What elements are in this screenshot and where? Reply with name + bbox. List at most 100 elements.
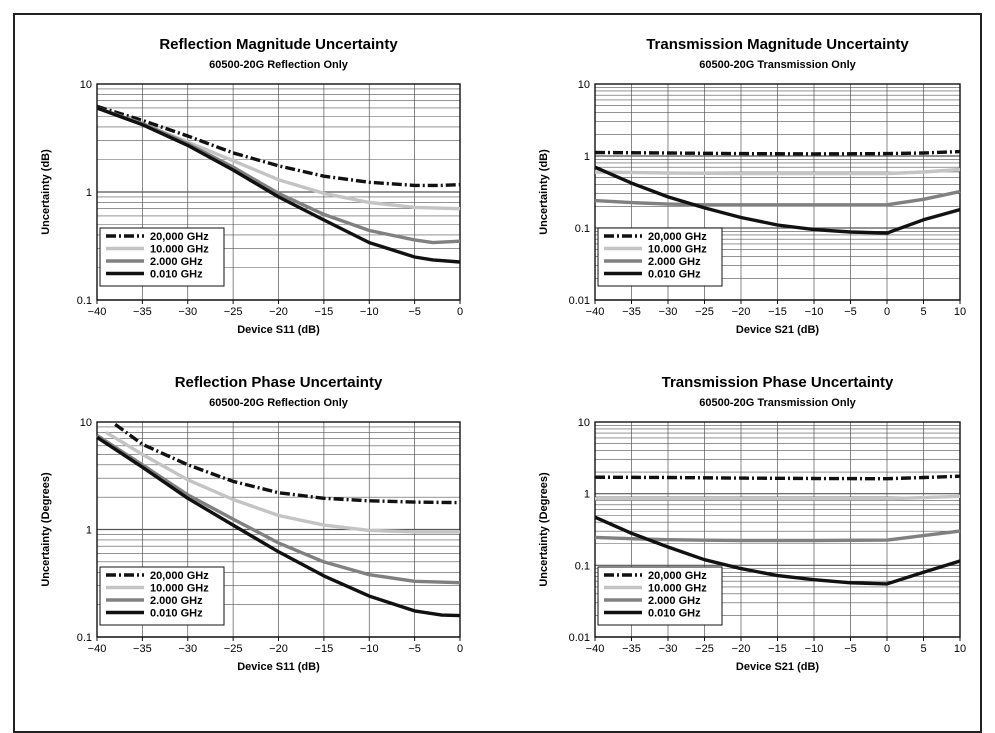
x-tick-label: −30 <box>659 306 678 318</box>
legend-label: 2.000 GHz <box>648 256 701 268</box>
x-tick-label: −35 <box>622 306 641 318</box>
x-tick-label: −5 <box>408 643 421 655</box>
x-tick-label: −10 <box>360 643 379 655</box>
x-axis-label: Device S21 (dB) <box>736 324 819 336</box>
x-tick-label: −30 <box>659 643 678 655</box>
x-tick-label: −15 <box>768 306 787 318</box>
x-tick-label: 10 <box>954 643 966 655</box>
x-tick-label: −35 <box>622 643 641 655</box>
x-tick-label: −40 <box>88 306 107 318</box>
x-tick-label: 10 <box>954 306 966 318</box>
y-axis-label: Uncertainty (dB) <box>40 149 52 235</box>
series-line-1 <box>114 423 461 505</box>
chart-subtitle: 60500-20G Transmission Only <box>699 59 856 71</box>
x-axis-label: Device S21 (dB) <box>736 661 819 673</box>
x-tick-label: −25 <box>695 306 714 318</box>
chart-1: Reflection Magnitude Uncertainty 60500-20… <box>40 36 463 336</box>
y-tick-label: 0.1 <box>575 560 590 572</box>
legend-label: 2.000 GHz <box>150 595 203 607</box>
y-tick-label: 1 <box>584 489 590 501</box>
y-tick-label: 1 <box>584 151 590 163</box>
y-tick-label: 0.1 <box>575 223 590 235</box>
x-tick-label: −20 <box>732 306 751 318</box>
series-line-2 <box>105 430 460 534</box>
x-tick-label: −15 <box>315 643 334 655</box>
x-tick-label: −40 <box>586 306 605 318</box>
y-tick-label: 0.1 <box>77 295 92 307</box>
series-line-2 <box>594 167 961 176</box>
series-line-1 <box>96 104 461 188</box>
x-tick-label: −15 <box>768 643 787 655</box>
x-tick-label: −40 <box>586 643 605 655</box>
legend-label: 10.000 GHz <box>648 583 707 595</box>
legend-label: 20,000 GHz <box>648 231 707 243</box>
legend-label: 0.010 GHz <box>150 608 203 620</box>
legend-box <box>597 227 723 287</box>
chart-subtitle: 60500-20G Transmission Only <box>699 397 856 409</box>
chart-title: Transmission Magnitude Uncertainty <box>646 36 909 53</box>
x-tick-label: 0 <box>457 306 463 318</box>
series-line-1 <box>594 474 961 481</box>
y-axis-label: Uncertainty (Degrees) <box>538 472 550 587</box>
legend-label: 10.000 GHz <box>150 583 209 595</box>
y-tick-label: 10 <box>578 417 590 429</box>
y-tick-label: 10 <box>578 79 590 91</box>
chart-canvas: Reflection Magnitude Uncertainty 60500-20… <box>40 36 966 673</box>
x-tick-label: 5 <box>920 643 926 655</box>
x-tick-label: −5 <box>844 306 857 318</box>
legend-label: 10.000 GHz <box>648 244 707 256</box>
legend-label: 20,000 GHz <box>648 570 707 582</box>
legend-label: 0.010 GHz <box>648 608 701 620</box>
legend-label: 2.000 GHz <box>648 595 701 607</box>
series-line-4 <box>594 515 961 586</box>
legend-label: 20,000 GHz <box>150 231 209 243</box>
x-tick-label: −10 <box>805 306 824 318</box>
chart-title: Transmission Phase Uncertainty <box>662 374 894 391</box>
x-tick-label: 0 <box>884 306 890 318</box>
y-tick-label: 0.1 <box>77 632 92 644</box>
series-line-2 <box>595 494 961 501</box>
x-axis-label: Device S11 (dB) <box>237 661 320 673</box>
series-line-3 <box>594 189 961 207</box>
grid <box>96 422 461 638</box>
x-tick-label: −20 <box>269 306 288 318</box>
chart-subtitle: 60500-20G Reflection Only <box>209 59 349 71</box>
chart-3: Reflection Phase Uncertainty 60500-20G Re… <box>40 374 463 673</box>
x-axis-label: Device S11 (dB) <box>237 324 320 336</box>
x-tick-label: −30 <box>178 643 197 655</box>
legend-label: 10.000 GHz <box>150 244 209 256</box>
y-tick-label: 1 <box>86 525 92 537</box>
series-line-3 <box>96 433 461 585</box>
legend-label: 2.000 GHz <box>150 256 203 268</box>
y-axis-label: Uncertainty (dB) <box>538 149 550 235</box>
series-line-4 <box>594 165 961 235</box>
legend-label: 0.010 GHz <box>150 269 203 281</box>
legend-label: 0.010 GHz <box>648 269 701 281</box>
x-tick-label: −25 <box>224 643 243 655</box>
x-tick-label: −25 <box>695 643 714 655</box>
x-tick-label: −5 <box>408 306 421 318</box>
x-tick-label: 5 <box>920 306 926 318</box>
chart-4: Transmission Phase Uncertainty 60500-20G … <box>538 374 966 673</box>
legend-box <box>99 566 225 626</box>
series-line-4 <box>96 435 461 618</box>
series-line-1 <box>594 149 961 156</box>
y-tick-label: 10 <box>80 79 92 91</box>
x-tick-label: −40 <box>88 643 107 655</box>
x-tick-label: −25 <box>224 306 243 318</box>
chart-subtitle: 60500-20G Reflection Only <box>209 397 349 409</box>
x-tick-label: −15 <box>315 306 334 318</box>
y-tick-label: 1 <box>86 187 92 199</box>
y-axis-label: Uncertainty (Degrees) <box>40 472 52 587</box>
x-tick-label: −20 <box>732 643 751 655</box>
x-tick-label: −35 <box>133 643 152 655</box>
y-tick-label: 0.01 <box>569 632 590 644</box>
x-tick-label: 0 <box>884 643 890 655</box>
chart-title: Reflection Magnitude Uncertainty <box>159 36 398 53</box>
x-tick-label: −10 <box>360 306 379 318</box>
x-tick-label: −35 <box>133 306 152 318</box>
